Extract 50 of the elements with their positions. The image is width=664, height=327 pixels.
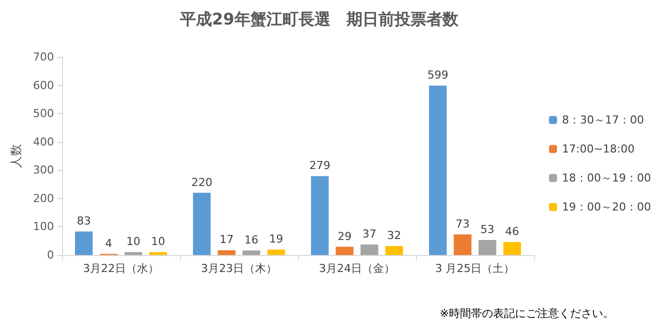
bar xyxy=(74,232,93,255)
data-label: 37 xyxy=(362,228,376,241)
bar xyxy=(242,250,260,255)
legend-label: 8：30～17：00 xyxy=(562,114,644,126)
chart-title: 平成29年蟹江町長選 期日前投票者数 xyxy=(179,10,460,28)
data-label: 83 xyxy=(76,214,91,228)
bar xyxy=(503,242,522,255)
bar xyxy=(478,240,496,255)
bar xyxy=(267,250,286,255)
data-label: 46 xyxy=(505,224,520,238)
bar xyxy=(192,192,211,255)
legend-label: 18：00～19：00 xyxy=(562,172,652,184)
x-tick-label: 3月24日（金） xyxy=(319,262,395,275)
y-tick-label: 200 xyxy=(33,192,54,205)
y-tick-label: 400 xyxy=(33,135,54,148)
y-axis-title: 人数 xyxy=(9,144,23,168)
data-label: 73 xyxy=(456,217,470,230)
bar xyxy=(124,252,142,255)
bar xyxy=(218,250,236,255)
data-label: 53 xyxy=(480,223,494,236)
y-tick-label: 0 xyxy=(47,248,54,262)
data-label: 599 xyxy=(427,68,448,82)
data-label: 10 xyxy=(126,235,140,248)
bar xyxy=(310,176,329,255)
legend-label: 17:00~18:00 xyxy=(562,142,635,156)
bar xyxy=(454,234,472,255)
bar xyxy=(149,252,168,255)
data-label: 279 xyxy=(309,159,330,172)
y-tick-label: 300 xyxy=(33,164,54,177)
bar xyxy=(360,244,378,255)
y-tick-label: 500 xyxy=(33,107,54,120)
legend-label: 19：00～20：00 xyxy=(562,200,652,214)
data-label: 16 xyxy=(244,233,258,246)
y-tick-label: 600 xyxy=(33,78,54,92)
y-tick-label: 100 xyxy=(33,220,54,234)
data-label: 32 xyxy=(387,228,402,242)
x-tick-label: 3月22日（水） xyxy=(83,262,159,275)
y-tick-label: 700 xyxy=(33,50,54,64)
text: ※時間帯の表記にご注意ください。 xyxy=(440,307,614,320)
data-label: 4 xyxy=(105,236,112,250)
data-label: 29 xyxy=(338,230,352,243)
data-label: 17 xyxy=(220,233,234,246)
bar xyxy=(428,86,447,255)
data-label: 220 xyxy=(191,176,212,189)
x-tick-label: 3 月25日（土） xyxy=(435,262,515,275)
bar xyxy=(336,246,354,255)
data-label: 19 xyxy=(269,232,284,246)
data-label: 10 xyxy=(151,235,166,248)
bar xyxy=(385,246,404,255)
x-tick-label: 3月23日（木） xyxy=(201,262,277,275)
